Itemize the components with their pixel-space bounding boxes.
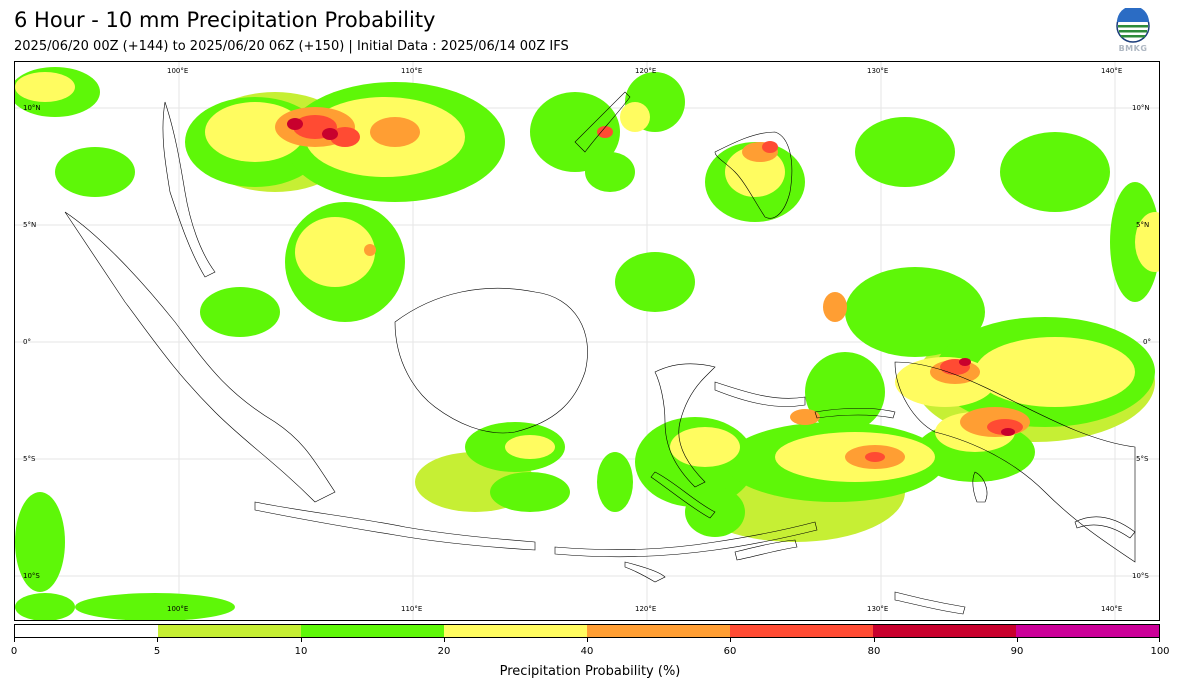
lon-label: 110°E [401,67,423,75]
colorbar-tick [730,638,731,642]
bmkg-logo-icon [1116,6,1150,43]
lon-label: 140°E [1101,67,1123,75]
lat-label: 10°N [1132,104,1150,112]
colorbar-tick [157,638,158,642]
colorbar-tick [1159,638,1160,642]
colorbar-label: Precipitation Probability (%) [499,664,681,679]
colorbar-tick [301,638,302,642]
colorbar-tick-label: 80 [867,646,881,657]
colorbar-tick-label: 0 [10,646,18,657]
colorbar-tick-label: 20 [437,646,451,657]
lon-label: 130°E [867,67,889,75]
lon-label: 140°E [1101,605,1123,613]
lat-label: 5°S [1136,455,1149,463]
lon-label: 120°E [635,67,657,75]
lat-label: 10°N [23,104,41,112]
colorbar-segment [1016,625,1159,637]
bmkg-logo: BMKG [1110,6,1156,56]
map-subtitle: 2025/06/20 00Z (+144) to 2025/06/20 06Z … [14,39,569,54]
lat-label: 5°S [23,455,36,463]
lat-label: 0° [23,338,31,346]
lon-label: 100°E [167,67,189,75]
colorbar-segment [15,625,158,637]
probability-80-100-areas [287,118,1015,436]
colorbar-tick [14,638,15,642]
colorbar-segment [730,625,873,637]
colorbar-tick [444,638,445,642]
colorbar-tick [874,638,875,642]
precipitation-map: 100°E 110°E 120°E 130°E 140°E 100°E 110°… [14,61,1160,621]
lon-label: 130°E [867,605,889,613]
lat-label: 10°S [23,572,40,580]
map-canvas [15,62,1159,620]
colorbar-segment [444,625,587,637]
colorbar-tick-label: 60 [723,646,737,657]
lon-label: 110°E [401,605,423,613]
colorbar-segment [873,625,1016,637]
lat-label: 5°N [23,221,37,229]
lat-label: 5°N [1136,221,1150,229]
coastlines [64,91,1136,615]
colorbar [14,624,1160,638]
colorbar-tick-label: 90 [1010,646,1024,657]
colorbar-tick [1017,638,1018,642]
colorbar-tick-label: 10 [294,646,308,657]
colorbar-tick-label: 40 [580,646,594,657]
colorbar-segment [587,625,730,637]
colorbar-segment [301,625,444,637]
colorbar-ticks: 0 5 10 20 40 60 80 90 100 [10,638,1170,658]
lat-label: 10°S [1132,572,1149,580]
colorbar-tick-label: 100 [1150,646,1170,657]
map-title: 6 Hour - 10 mm Precipitation Probability [14,8,436,32]
colorbar-tick [587,638,588,642]
lat-label: 0° [1143,338,1151,346]
lon-label: 100°E [167,605,189,613]
lon-label: 120°E [635,605,657,613]
colorbar-tick-label: 5 [153,646,161,657]
logo-lettering: BMKG [1118,44,1148,53]
colorbar-segment [158,625,301,637]
